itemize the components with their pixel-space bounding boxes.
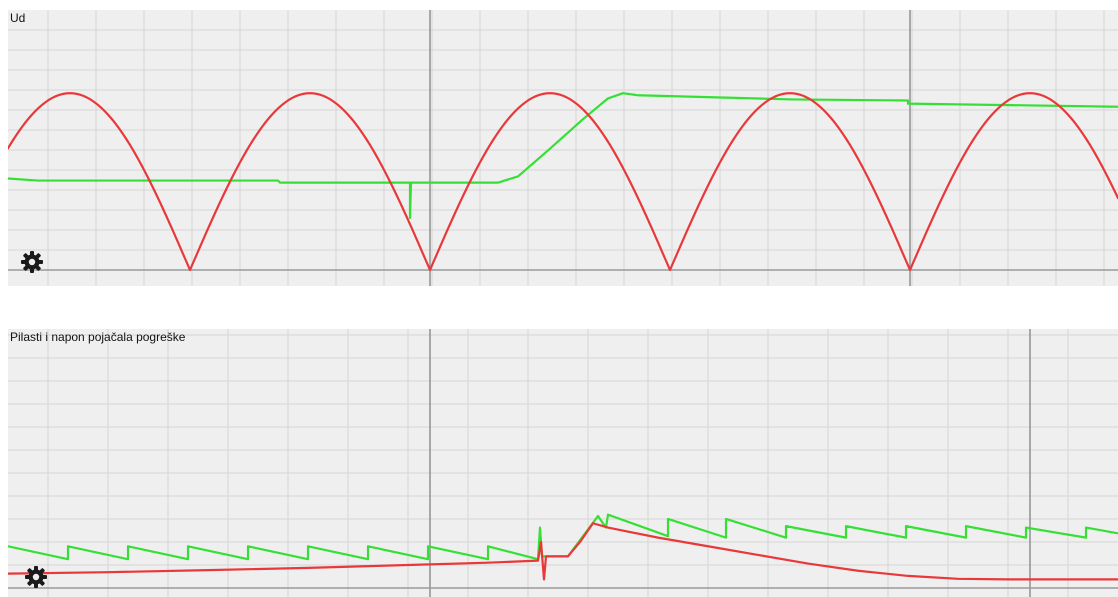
red-trace xyxy=(8,92,1118,272)
green-trace xyxy=(8,92,1118,220)
scope-panel-ramp: Pilasti i napon pojačala pogreške xyxy=(8,329,1118,597)
settings-gear-icon[interactable] xyxy=(20,250,44,274)
grid xyxy=(8,329,1118,597)
red-trace xyxy=(8,522,1118,581)
grid xyxy=(8,10,1118,286)
settings-gear-icon[interactable] xyxy=(24,565,48,589)
scope-title-ud: Ud xyxy=(10,11,26,25)
scope-title-ramp: Pilasti i napon pojačala pogreške xyxy=(10,330,186,344)
scope-panel-ud: Ud xyxy=(8,10,1118,286)
green-trace xyxy=(8,513,1118,561)
ramp-chart xyxy=(8,329,1118,597)
ud-chart xyxy=(8,10,1118,286)
